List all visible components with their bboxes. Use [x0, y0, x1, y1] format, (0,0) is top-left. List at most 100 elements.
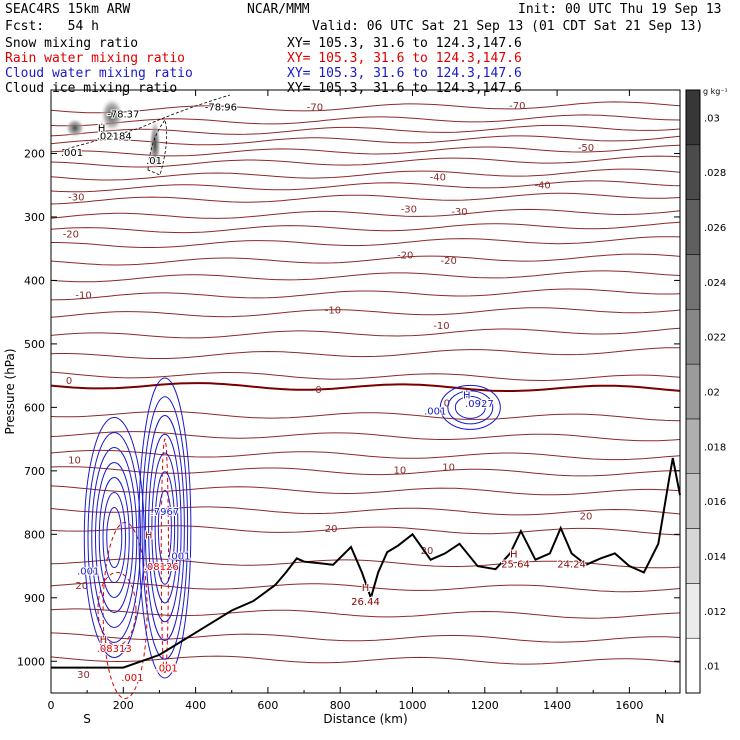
isotherm-label: 10 [68, 455, 81, 466]
isotherm-line [50, 608, 681, 619]
isotherm-label: -20 [63, 229, 79, 240]
contour-labels: -78.96-78.37H.02184.001.01H.0927.001.796… [60, 102, 587, 686]
contour-label: H [145, 530, 153, 541]
isotherm-label: -50 [578, 143, 594, 154]
isotherm-line [50, 124, 681, 137]
field-snow-name: Snow mixing ratio [5, 36, 139, 51]
cloud-water-contours [83, 377, 501, 679]
isotherm-line [50, 221, 681, 234]
north-label: N [656, 712, 665, 726]
colorbar-tick-label: .014 [704, 552, 726, 563]
y-axis-label: Pressure (hPa) [3, 348, 17, 434]
isotherm-line [50, 655, 681, 665]
x-tick-label: 400 [185, 699, 206, 712]
colorbar-segment [685, 583, 701, 639]
y-tick-label: 900 [24, 592, 45, 605]
isotherm-label: -20 [397, 250, 413, 261]
colorbar-segment [685, 144, 701, 200]
colorbar-segment [685, 89, 701, 146]
contour-label: .001 [156, 664, 178, 675]
isotherm-line [50, 449, 681, 461]
org-title: NCAR/MMM [247, 2, 310, 17]
contour-label: .0927 [465, 399, 494, 410]
x-tick-label: 1400 [543, 699, 571, 712]
isotherm-line [50, 525, 681, 536]
contour-label: H [362, 583, 370, 594]
colorbar-tick-label: .016 [704, 497, 726, 508]
field-rain-name: Rain water mixing ratio [5, 51, 186, 66]
isotherm-line [50, 307, 681, 318]
cloud-water-contour [144, 414, 185, 641]
y-tick-label: 200 [24, 147, 45, 160]
isotherm-label: 20 [580, 511, 593, 522]
cloud-water-contour [157, 489, 172, 566]
contour-label: H [98, 123, 106, 134]
contour-label: .08313 [97, 644, 132, 655]
y-tick-label: 300 [24, 211, 45, 224]
isotherm-label: -70 [509, 101, 525, 112]
plot-axes: 0 200 400 600 800 1000 1200 1400 160020030040050… [3, 89, 681, 726]
x-tick-label: 1000 [398, 699, 426, 712]
isotherm-line [50, 411, 681, 422]
x-tick-label: 1200 [471, 699, 499, 712]
contour-label: 24.24 [557, 560, 586, 571]
field-cloudice-name: Cloud ice mixing ratio [5, 81, 178, 96]
isotherm-line [50, 466, 681, 477]
colorbar-segment [685, 254, 701, 310]
isotherm-line [51, 236, 681, 248]
colorbar-tick-label: .024 [704, 278, 726, 289]
colorbar-segment [685, 637, 701, 694]
isotherm-label: -30 [401, 205, 417, 216]
isotherm-line [50, 192, 681, 205]
contour-label: .001 [121, 673, 143, 684]
isotherm-label: -40 [534, 181, 550, 192]
isotherm-line [50, 485, 681, 496]
isotherm-line [50, 382, 681, 392]
plot-frame [50, 89, 681, 694]
contour-label: 26.44 [351, 597, 380, 608]
colorbar-segment [685, 418, 701, 474]
cloud-water-contour [102, 491, 127, 583]
cloud-water-contour [87, 431, 142, 643]
cloud-water-contour [83, 416, 145, 658]
isotherm-line [50, 101, 681, 114]
contour-label: -78.96 [205, 103, 237, 114]
isotherm-line [50, 270, 681, 283]
y-tick-label: 1000 [17, 655, 45, 668]
contour-label: .7967 [151, 507, 180, 518]
x-axis-label: Distance (km) [323, 712, 407, 726]
isotherm-line [50, 582, 681, 593]
contour-label: .001 [77, 566, 99, 577]
colorbar-frame [685, 89, 701, 694]
isotherm-label: -30 [451, 207, 467, 218]
isotherm-label: 0 [444, 398, 450, 409]
isotherm-line [50, 632, 681, 643]
contour-label: H [100, 635, 108, 646]
field-cloudice-xy: XY= 105.3, 31.6 to 124.3,147.6 [287, 81, 522, 96]
colorbar-tick-label: .022 [704, 333, 726, 344]
rain-contour [97, 571, 137, 646]
isotherm-label: 20 [75, 581, 88, 592]
isotherm-label: 0 [66, 376, 72, 387]
isotherm-line [50, 253, 681, 266]
cloud-water-contour [454, 395, 486, 419]
cloud-water-contour [91, 446, 138, 628]
isotherm-line [50, 347, 680, 359]
contour-label: .02184 [97, 132, 132, 143]
cloud-water-contour [439, 384, 501, 430]
colorbar-tick-label: .026 [704, 223, 726, 234]
y-tick-label: 500 [24, 338, 45, 351]
isotherm-line [50, 114, 681, 127]
field-cloudwater-xy: XY= 105.3, 31.6 to 124.3,147.6 [287, 66, 522, 81]
cloud-water-contour [106, 506, 123, 568]
colorbar: .01 .012 .014 .016 .018 .02 .022 .024 .026 .028 .0… [685, 87, 728, 694]
colorbar-tick-label: .018 [704, 442, 726, 453]
cloud-water-contour [447, 390, 494, 425]
x-tick-label: 0 [48, 699, 55, 712]
snow-shading [65, 97, 161, 173]
valid-time: Valid: 06 UTC Sat 21 Sep 13 (01 CDT Sat … [312, 19, 704, 34]
x-tick-label: 1600 [615, 699, 643, 712]
colorbar-tick-label: .012 [704, 607, 726, 618]
cloud-water-contour [141, 396, 189, 660]
